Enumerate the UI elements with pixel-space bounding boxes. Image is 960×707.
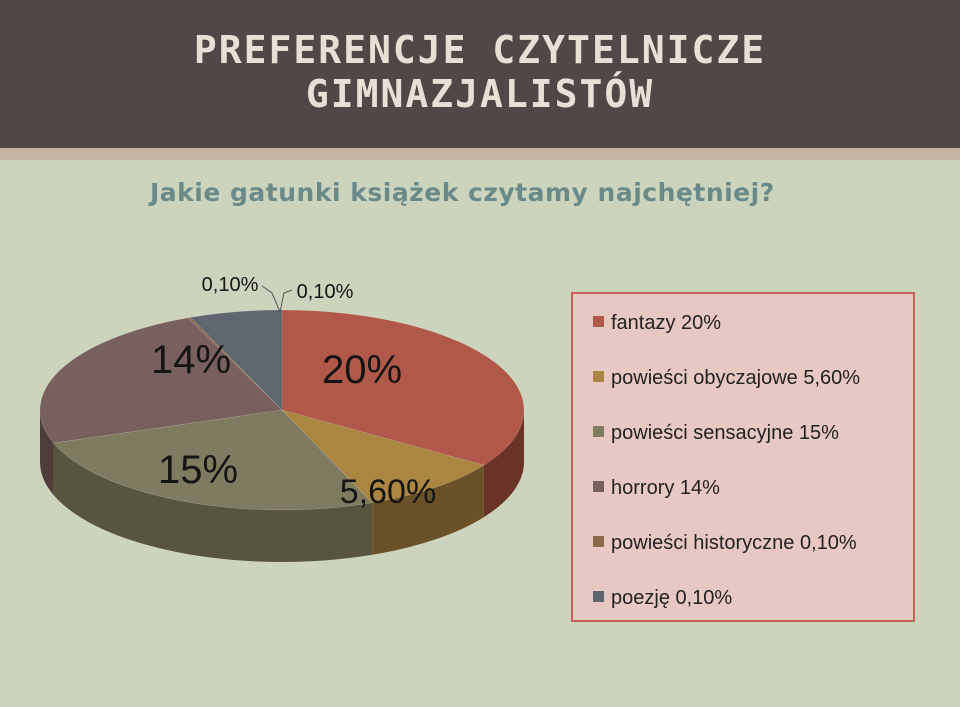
- leader-lines: [261, 285, 293, 314]
- pie-slice-2: [53, 409, 373, 511]
- legend-label: powieści obyczajowe 5,60%: [611, 367, 861, 389]
- legend-swatch: [593, 371, 604, 383]
- pie-side-2: [53, 443, 373, 562]
- legend-label: fantazy 20%: [611, 312, 722, 334]
- data-label-1: 5,60%: [340, 473, 436, 511]
- title-line-2: GIMNAZJALISTÓW: [305, 72, 655, 116]
- legend-label: powieści historyczne 0,10%: [611, 532, 857, 554]
- legend-item-5: poezję 0,10%: [593, 585, 732, 611]
- pie-slice-5: [189, 309, 283, 411]
- pie-slice-3: [39, 317, 283, 444]
- legend-swatch: [593, 481, 604, 493]
- pie-slice-0: [281, 309, 525, 466]
- legend-label: powieści sensacyjne 15%: [611, 422, 839, 444]
- legend-item-3: horrory 14%: [593, 475, 720, 501]
- legend-item-4: powieści historyczne 0,10%: [593, 530, 857, 556]
- data-label-2: 15%: [158, 448, 238, 492]
- pie-side-1: [372, 465, 484, 555]
- pie-tops: [39, 309, 525, 511]
- pie-side-0: [483, 410, 524, 518]
- data-label-4: 0,10%: [202, 274, 259, 296]
- legend-item-2: powieści sensacyjne 15%: [593, 420, 839, 446]
- chart-question: Jakie gatunki książek czytamy najchętnie…: [150, 178, 775, 207]
- pie-sides: [40, 410, 524, 562]
- chart-legend: fantazy 20% powieści obyczajowe 5,60% powi…: [571, 292, 915, 622]
- data-label-5: 0,10%: [297, 281, 354, 303]
- title-band: PREFERENCJE CZYTELNICZE GIMNAZJALISTÓW: [0, 0, 960, 160]
- pie-labels: 20% 5,60% 15% 14% 0,10% 0,10%: [151, 274, 436, 511]
- pie-side-3: [40, 410, 54, 496]
- legend-label: horrory 14%: [611, 477, 720, 499]
- data-label-0: 20%: [322, 348, 402, 392]
- pie-slice-4: [187, 317, 283, 411]
- legend-swatch: [593, 426, 604, 438]
- legend-label: poezję 0,10%: [611, 587, 733, 609]
- title-line-1: PREFERENCJE CZYTELNICZE: [193, 28, 767, 72]
- legend-swatch: [593, 591, 604, 603]
- legend-item-0: fantazy 20%: [593, 310, 721, 336]
- page-title: PREFERENCJE CZYTELNICZE GIMNAZJALISTÓW: [0, 28, 960, 116]
- pie-slice-1: [281, 409, 485, 504]
- legend-item-1: powieści obyczajowe 5,60%: [593, 365, 860, 391]
- legend-swatch: [593, 536, 604, 548]
- legend-swatch: [593, 316, 604, 328]
- data-label-3: 14%: [151, 338, 231, 382]
